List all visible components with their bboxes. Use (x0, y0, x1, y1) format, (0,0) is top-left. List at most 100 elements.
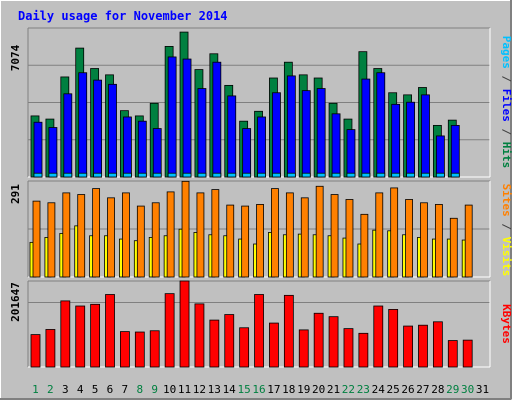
files-bar-day-18 (286, 75, 296, 178)
files-bar-day-15 (242, 128, 252, 178)
files-bar-day-8 (137, 120, 147, 178)
files-bar-day-26 (406, 101, 415, 178)
x-tick-label-day-23: 23 (357, 383, 370, 396)
pages-bar-day-12 (197, 172, 207, 178)
pages-bar-day-14 (227, 172, 237, 178)
files-bar-day-24 (376, 72, 386, 178)
kbytes-bar-day-23 (358, 332, 369, 368)
x-tick-label-day-29: 29 (446, 383, 459, 396)
kbytes-bar-day-3 (60, 300, 71, 368)
pages-bar-day-20 (316, 172, 326, 178)
panel-2-legend-label: KBytes (500, 304, 512, 344)
x-tick-label-day-1: 1 (32, 383, 39, 396)
pages-bar-day-9 (152, 172, 162, 178)
panel-0-legend-part-3: / (500, 122, 512, 142)
files-bar-day-11 (182, 58, 192, 178)
pages-bar-day-8 (137, 172, 147, 178)
visits-bar-day-1 (32, 200, 41, 278)
visits-bar-day-21 (330, 194, 339, 278)
pages-bar-day-29 (450, 172, 460, 178)
visits-bar-day-3 (62, 192, 71, 278)
x-axis-labels: 1 2 3 4 5 6 7 8 9 10 11 12 13 14 15 16 17 18 19 20 21 22 23 24 2… (32, 383, 489, 396)
files-bar-day-5 (93, 79, 103, 178)
files-bar-day-28 (435, 135, 445, 178)
visits-bar-day-16 (256, 204, 264, 278)
panel-1-legend-part-2: Visits (500, 237, 512, 277)
visits-bar-day-26 (405, 199, 413, 278)
kbytes-bar-day-19 (298, 329, 309, 368)
x-tick-label-day-2: 2 (47, 383, 54, 396)
visits-bar-day-22 (345, 199, 354, 278)
x-tick-label-day-9: 9 (151, 383, 158, 396)
kbytes-bar-day-18 (283, 294, 294, 368)
x-tick-label-day-27: 27 (416, 383, 429, 396)
files-bar-day-6 (108, 83, 117, 178)
pages-bar-day-10 (167, 172, 177, 178)
x-tick-label-day-16: 16 (252, 383, 265, 396)
kbytes-bar-day-6 (105, 294, 115, 368)
visits-bar-day-11 (181, 180, 190, 278)
visits-bar-day-29 (449, 217, 458, 278)
visits-bar-day-6 (107, 197, 115, 278)
panel-0-legend-label: Pages / Files / Hits (500, 36, 512, 169)
visits-bar-day-23 (360, 213, 369, 278)
x-tick-label-day-18: 18 (282, 383, 295, 396)
x-tick-label-day-28: 28 (431, 383, 444, 396)
files-bar-day-16 (257, 116, 266, 178)
kbytes-bar-day-21 (328, 316, 339, 368)
x-tick-label-day-11: 11 (178, 383, 191, 396)
panel-1-legend-label: Sites / Visits (500, 184, 512, 277)
visits-bar-day-2 (47, 202, 56, 278)
panel-1-legend-part-0: Sites (500, 184, 512, 217)
visits-bar-day-24 (375, 192, 384, 278)
visits-bar-day-4 (77, 194, 86, 278)
files-bar-day-7 (123, 116, 132, 178)
pages-bar-day-27 (421, 172, 430, 178)
visits-bar-day-25 (390, 187, 399, 278)
pages-bar-day-4 (78, 172, 88, 178)
x-tick-label-day-24: 24 (372, 383, 386, 396)
pages-bar-day-17 (272, 172, 281, 178)
kbytes-bar-day-5 (90, 303, 101, 368)
visits-bar-day-14 (226, 204, 235, 278)
pages-bar-day-21 (331, 172, 341, 178)
x-tick-label-day-31: 31 (476, 383, 489, 396)
files-bar-day-25 (391, 103, 401, 178)
files-bar-day-17 (272, 92, 281, 178)
pages-bar-day-16 (257, 172, 266, 178)
files-bar-day-19 (301, 90, 311, 178)
pages-bar-day-2 (48, 172, 58, 178)
files-bar-day-21 (331, 113, 341, 178)
kbytes-bar-day-22 (343, 328, 354, 368)
kbytes-bar-day-17 (269, 322, 279, 368)
pages-bar-day-7 (123, 172, 132, 178)
kbytes-bar-day-9 (149, 330, 160, 368)
hits-panel-ymax-label: 7074 (9, 44, 22, 71)
pages-bar-day-25 (391, 172, 401, 178)
files-bar-day-13 (212, 61, 222, 178)
x-tick-label-day-20: 20 (312, 383, 325, 396)
panel-2-legend-part-0: KBytes (500, 304, 512, 344)
x-tick-label-day-25: 25 (387, 383, 400, 396)
visits-panel-ymax-label: 291 (9, 184, 22, 204)
visits-bar-day-5 (92, 188, 101, 278)
kbytes-bar-day-28 (432, 321, 443, 368)
pages-bar-day-18 (286, 172, 296, 178)
kbytes-bar-day-10 (164, 293, 175, 368)
visits-bar-day-8 (136, 205, 145, 278)
visits-bar-day-19 (300, 197, 309, 278)
kbytes-bar-day-7 (120, 331, 130, 368)
pages-bar-day-19 (301, 172, 311, 178)
x-tick-label-day-3: 3 (62, 383, 69, 396)
kbytes-bar-day-15 (239, 327, 250, 368)
kbytes-bar-day-1 (30, 334, 41, 368)
kbytes-bar-day-4 (75, 305, 86, 368)
visits-bar-day-20 (315, 185, 324, 278)
x-tick-label-day-26: 26 (401, 383, 414, 396)
x-tick-label-day-5: 5 (92, 383, 99, 396)
visits-bar-day-17 (271, 188, 279, 278)
pages-bar-day-26 (406, 172, 415, 178)
pages-bar-day-11 (182, 172, 192, 178)
pages-bar-day-23 (361, 172, 371, 178)
